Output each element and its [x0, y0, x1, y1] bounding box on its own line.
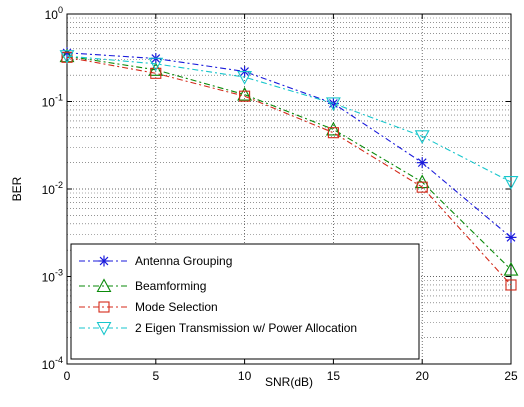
data-point	[148, 57, 164, 72]
legend-marker	[96, 278, 112, 293]
marker-stroke	[99, 256, 109, 266]
legend-label: 2 Eigen Transmission w/ Power Allocation	[135, 321, 357, 335]
y-tick-label: 10-2	[42, 180, 63, 197]
legend-entry: Beamforming	[79, 278, 206, 293]
data-point	[416, 157, 428, 169]
series	[59, 47, 519, 291]
x-tick-label: 20	[416, 369, 430, 383]
data-point	[59, 50, 75, 64]
data-point	[148, 62, 164, 76]
x-tick-label: 10	[238, 369, 252, 383]
data-point	[414, 130, 430, 144]
legend-label: Mode Selection	[135, 300, 218, 314]
data-point	[237, 86, 253, 101]
y-tick-label: 10-4	[42, 355, 63, 372]
series-beamforming	[59, 48, 519, 276]
x-axis-label: SNR(dB)	[265, 375, 313, 389]
y-axis-label: BER	[10, 176, 24, 201]
series-line	[66, 55, 512, 270]
x-tick-label: 0	[64, 369, 71, 383]
data-point	[239, 90, 251, 102]
data-point	[503, 261, 519, 276]
legend: Antenna Grouping Beamforming Mode Selectio…	[70, 243, 420, 360]
data-point	[327, 127, 339, 139]
marker-stroke	[506, 232, 516, 242]
x-tick-label: 25	[504, 369, 518, 383]
y-tick-label: 10-3	[42, 268, 63, 285]
data-point	[325, 121, 341, 136]
series-line	[66, 52, 512, 238]
legend-marker	[98, 301, 110, 313]
legend-entry: Antenna Grouping	[79, 254, 232, 268]
data-point	[505, 231, 517, 243]
data-point	[416, 181, 428, 193]
legend-box	[70, 243, 420, 360]
legend-entry: 2 Eigen Transmission w/ Power Allocation	[79, 321, 357, 336]
legend-marker	[96, 321, 112, 336]
series-2-eigen-transmission-w-power-allocation	[59, 50, 519, 190]
x-tick-label: 15	[327, 369, 341, 383]
data-point	[325, 97, 341, 112]
data-point	[503, 176, 519, 190]
marker-stroke	[417, 158, 427, 168]
y-tick-label: 100	[45, 5, 63, 22]
y-tick-label: 10-1	[42, 93, 63, 110]
legend-entry: Mode Selection	[79, 300, 218, 314]
legend-label: Antenna Grouping	[135, 254, 232, 268]
legend-marker	[98, 255, 110, 267]
series-line	[66, 56, 512, 286]
x-tick-label: 5	[152, 369, 159, 383]
legend-label: Beamforming	[135, 279, 206, 293]
series-line	[66, 55, 512, 183]
data-point	[505, 279, 517, 291]
data-point	[150, 67, 162, 79]
data-point	[237, 71, 253, 85]
